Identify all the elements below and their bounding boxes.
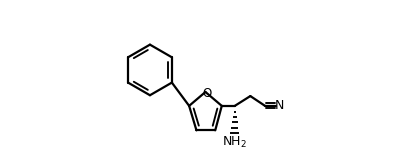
Text: O: O (202, 87, 211, 100)
Text: NH$_2$: NH$_2$ (222, 135, 247, 150)
Text: N: N (274, 99, 283, 112)
